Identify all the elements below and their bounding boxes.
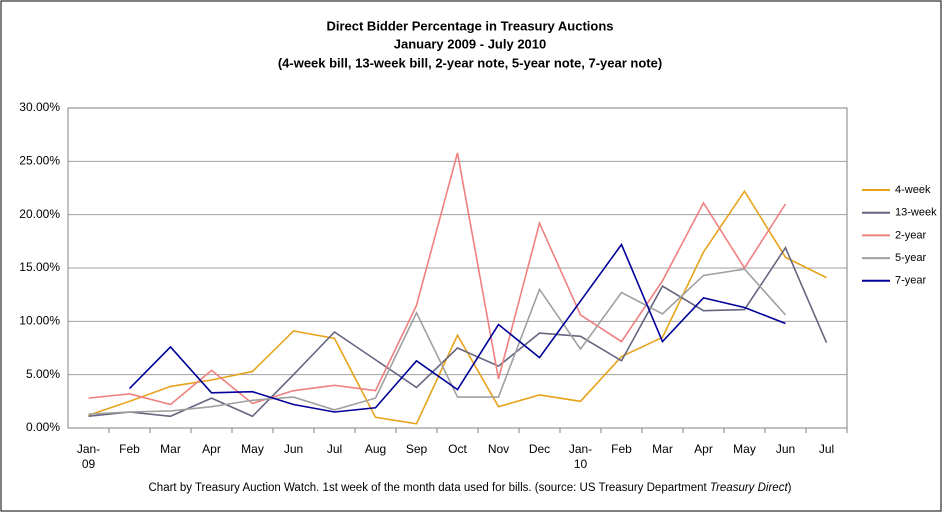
x-tick-label: Dec	[528, 442, 551, 456]
plot-area	[67, 107, 848, 429]
y-tick-label: 25.00%	[19, 154, 60, 168]
series-line	[88, 152, 787, 406]
y-tick-label: 20.00%	[19, 207, 60, 221]
x-tick-label: Jun	[775, 442, 796, 456]
x-tick-label: Apr	[202, 442, 221, 456]
legend-label: 2-year	[895, 229, 927, 241]
x-tick-label: Mar	[652, 442, 673, 456]
x-tick-label: Feb	[611, 442, 632, 456]
note-text: Chart by Treasury Auction Watch. 1st wee…	[149, 482, 710, 494]
y-tick-label: 15.00%	[19, 260, 60, 274]
x-tick-label: Sep	[405, 442, 428, 456]
legend-label: 7-year	[895, 275, 927, 287]
chart-note: Chart by Treasury Auction Watch. 1st wee…	[149, 482, 792, 494]
note-text: Treasury Direct	[710, 482, 789, 494]
x-tick-label: May	[241, 442, 264, 456]
series-line	[88, 268, 787, 415]
legend-label: 4-week	[895, 184, 931, 196]
y-tick-label: 0.00%	[26, 420, 60, 434]
chart-title: Direct Bidder Percentage in Treasury Auc…	[326, 18, 613, 33]
x-tick-label: Apr	[694, 442, 713, 456]
x-tick-label: Jul	[326, 442, 343, 456]
series-line	[88, 189, 827, 425]
x-tick-label: Oct	[448, 442, 467, 456]
x-tick-label: May	[733, 442, 756, 456]
y-tick-label: 10.00%	[19, 314, 60, 328]
x-tick-label: Aug	[364, 442, 387, 456]
x-tick-label: Jun	[283, 442, 304, 456]
legend-label: 13-week	[895, 207, 937, 219]
x-tick-label: Feb	[119, 442, 140, 456]
chart-subtitle: (4-week bill, 13-week bill, 2-year note,…	[278, 55, 662, 70]
x-tick-label: Jan- 10	[568, 442, 593, 471]
series-line	[128, 242, 786, 413]
x-tick-label: Jul	[818, 442, 835, 456]
x-tick-label: Jan- 09	[76, 442, 101, 471]
legend-label: 5-year	[895, 252, 927, 264]
x-tick-label: Mar	[160, 442, 181, 456]
y-tick-label: 30.00%	[19, 100, 60, 114]
chart-subtitle: January 2009 - July 2010	[394, 36, 547, 51]
x-tick-label: Nov	[487, 442, 510, 456]
y-tick-label: 5.00%	[26, 367, 60, 381]
note-text: )	[788, 482, 792, 494]
series-line	[88, 246, 828, 418]
